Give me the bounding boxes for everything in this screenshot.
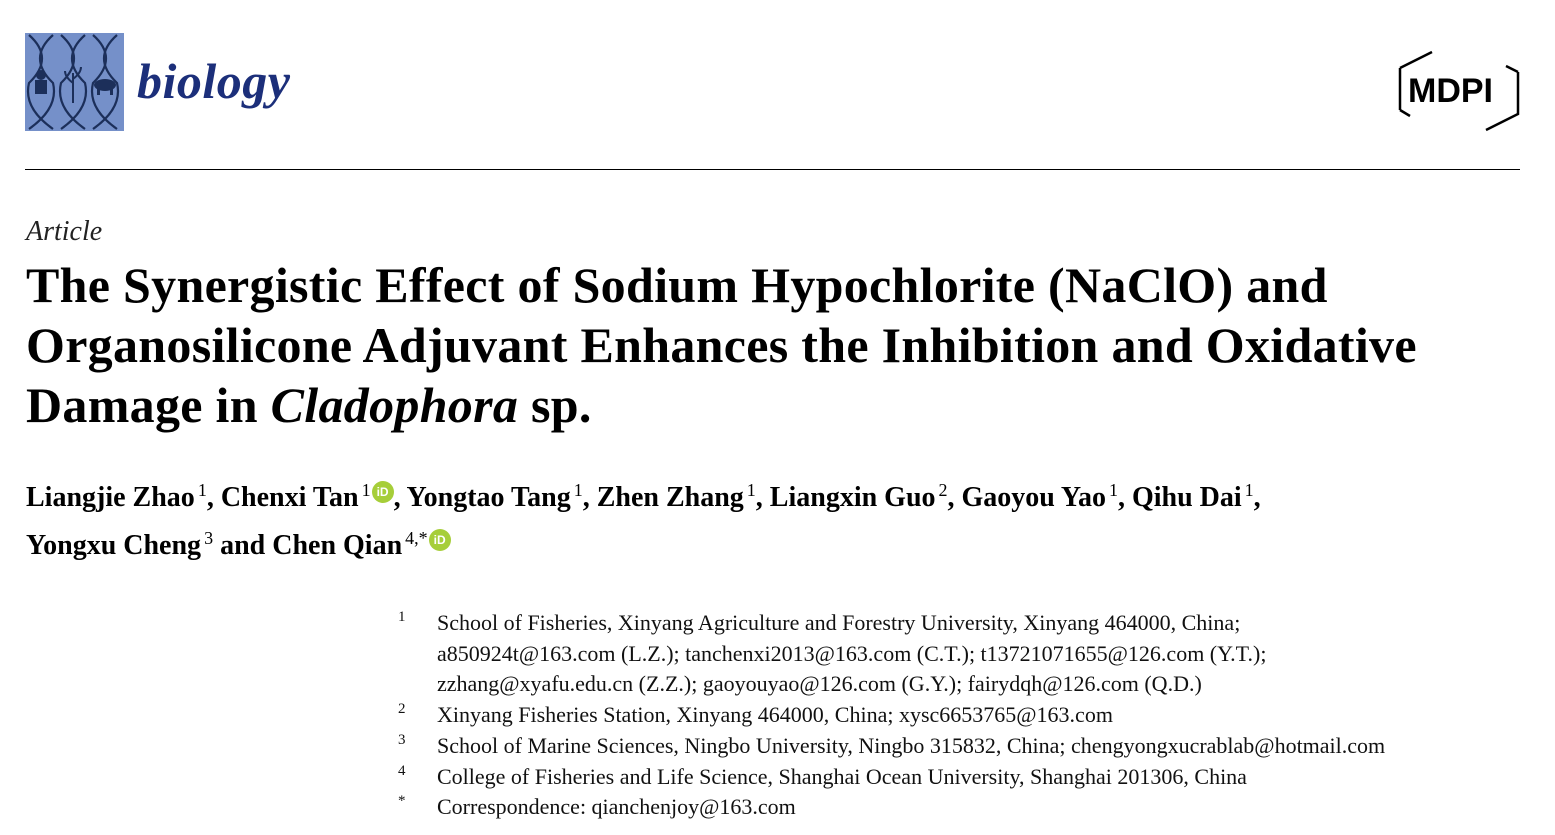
- affiliation-line: School of Marine Sciences, Ningbo Univer…: [437, 732, 1386, 758]
- author-separator: ,: [206, 482, 221, 513]
- affiliation-line: School of Fisheries, Xinyang Agriculture…: [437, 610, 1241, 635]
- affiliation-number: 2: [398, 701, 406, 718]
- svg-text:MDPI: MDPI: [1408, 72, 1493, 110]
- author-affiliation-ref: 1: [746, 480, 756, 500]
- dna-logo-icon: [26, 34, 120, 130]
- author-name[interactable]: Liangxin Guo: [769, 482, 936, 513]
- author-name[interactable]: Qihu Dai: [1131, 482, 1242, 513]
- author-separator: ,: [393, 482, 407, 513]
- affiliation-line: Correspondence: qianchenjoy@163.com: [437, 794, 796, 820]
- affiliation-line: zzhang@xyafu.edu.cn (Z.Z.); gaoyouyao@12…: [437, 671, 1202, 697]
- affiliation-number: 4: [398, 762, 406, 779]
- author-name[interactable]: Chen Qian: [272, 530, 403, 561]
- affiliations: 1 School of Fisheries, Xinyang Agricultur…: [398, 608, 1385, 823]
- author-name[interactable]: Yongxu Cheng: [26, 530, 202, 561]
- author-separator: and: [213, 530, 273, 561]
- author-affiliation-ref: 1: [1244, 480, 1254, 500]
- orcid-icon[interactable]: iD: [428, 529, 451, 551]
- mdpi-logo: MDPI: [1396, 50, 1522, 137]
- affiliation-item: 1 School of Fisheries, Xinyang Agricultur…: [398, 608, 1385, 700]
- author-affiliation-ref: 1: [1108, 480, 1118, 500]
- author-name[interactable]: Gaoyou Yao: [961, 482, 1106, 513]
- author-affiliation-ref: 1: [573, 480, 583, 500]
- author-separator: ,: [1117, 482, 1132, 513]
- title-text: The Synergistic Effect of Sodium Hypochl…: [26, 257, 1417, 433]
- header-divider: [25, 169, 1520, 170]
- author-separator: ,: [755, 482, 770, 513]
- author-name[interactable]: Liangjie Zhao: [26, 482, 195, 513]
- article-title: The Synergistic Effect of Sodium Hypochl…: [26, 255, 1536, 435]
- affiliation-item: * Correspondence: qianchenjoy@163.com: [398, 792, 1385, 823]
- author-affiliation-ref: 1: [361, 480, 371, 500]
- orcid-icon[interactable]: iD: [371, 481, 394, 503]
- author-name[interactable]: Chenxi Tan: [220, 482, 359, 513]
- author-name[interactable]: Zhen Zhang: [596, 482, 744, 513]
- affiliation-line: College of Fisheries and Life Science, S…: [437, 763, 1247, 789]
- affiliation-item: 3 School of Marine Sciences, Ningbo Unive…: [398, 731, 1385, 762]
- affiliation-item: 2 Xinyang Fisheries Station, Xinyang 4640…: [398, 700, 1385, 731]
- title-suffix: sp.: [518, 377, 592, 433]
- affiliation-line: a850924t@163.com (L.Z.); tanchenxi2013@1…: [437, 640, 1267, 666]
- author-affiliation-ref: 1: [197, 480, 207, 500]
- affiliation-line: Xinyang Fisheries Station, Xinyang 46400…: [437, 702, 1113, 728]
- affiliation-number: *: [398, 793, 406, 810]
- author-name[interactable]: Yongtao Tang: [406, 482, 571, 513]
- author-list: Liangjie Zhao 1, Chenxi Tan 1 iD, Yongtao T…: [26, 470, 1526, 566]
- author-separator: ,: [1253, 482, 1261, 513]
- author-affiliation-ref: 2: [938, 480, 948, 500]
- author-separator: ,: [947, 482, 962, 513]
- title-genus: Cladophora: [270, 377, 519, 433]
- affiliation-number: 1: [398, 609, 406, 625]
- author-affiliation-ref: 4,*: [405, 528, 428, 548]
- journal-logo: [25, 33, 124, 131]
- author-separator: ,: [582, 482, 597, 513]
- article-type: Article: [26, 216, 103, 247]
- author-affiliation-ref: 3: [204, 528, 214, 548]
- journal-name: biology: [137, 53, 291, 109]
- affiliation-item: 4 College of Fisheries and Life Science, …: [398, 762, 1385, 793]
- affiliation-number: 3: [398, 731, 406, 748]
